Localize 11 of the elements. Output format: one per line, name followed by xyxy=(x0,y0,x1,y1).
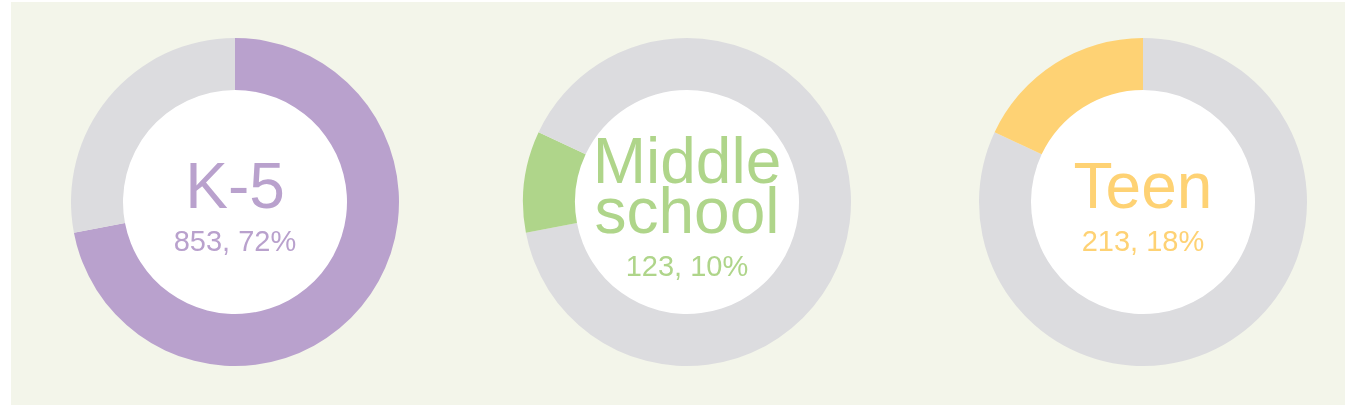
donut-slice xyxy=(73,38,399,366)
donut-slice xyxy=(525,38,851,366)
text: 213, 18% xyxy=(1081,225,1205,258)
text: K-5 xyxy=(185,150,285,223)
text: Middle school xyxy=(591,125,783,248)
donut-slice xyxy=(979,38,1307,366)
text: 123, 10% xyxy=(625,249,749,283)
donut-slice xyxy=(523,132,586,233)
text: 853, 72% xyxy=(173,225,297,258)
donut-slice xyxy=(994,38,1143,155)
text: Teen xyxy=(1073,150,1213,223)
